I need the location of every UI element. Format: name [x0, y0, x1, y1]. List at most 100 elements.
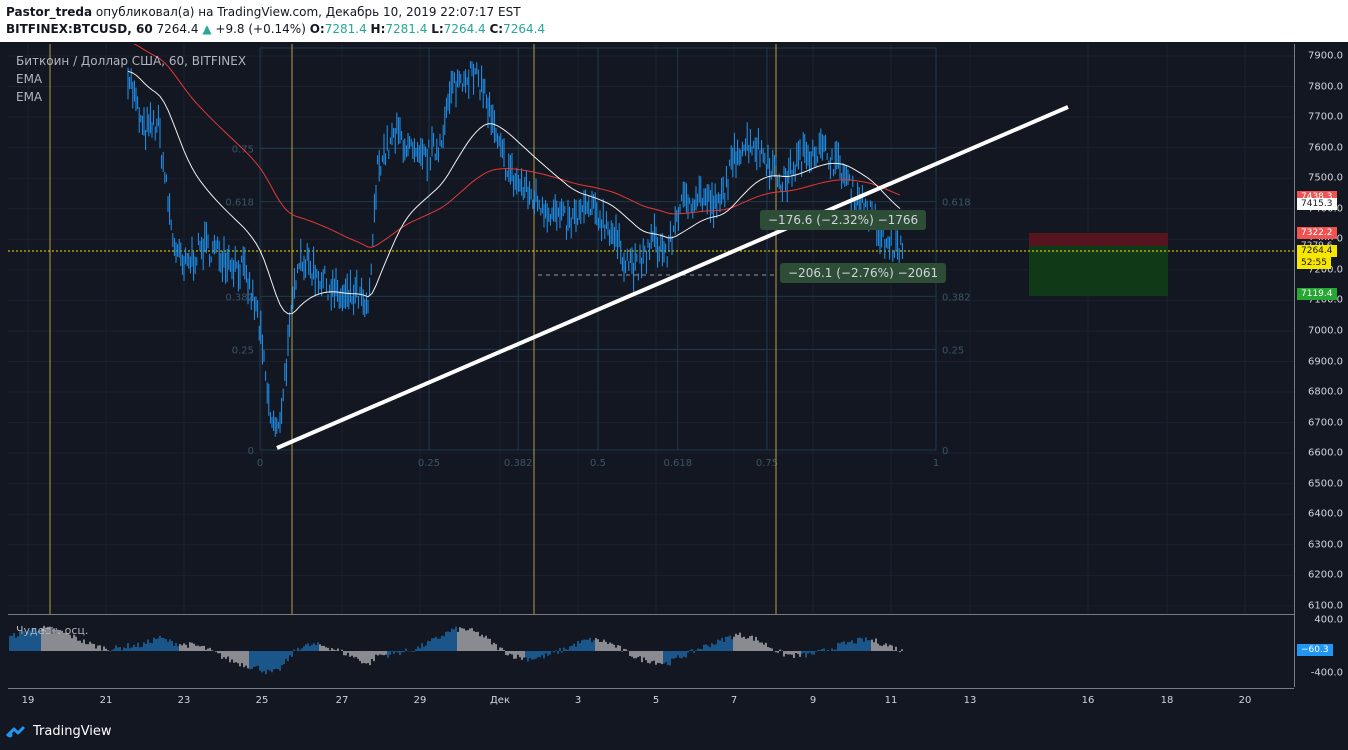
oscillator-label[interactable]: Чудесн. осц.	[16, 624, 89, 637]
price-tick: 6400.0	[1308, 508, 1343, 520]
tradingview-brand[interactable]: TradingView	[6, 724, 112, 739]
fib-v-label: 1	[933, 458, 939, 469]
brand-name: TradingView	[33, 724, 112, 739]
risk-zone[interactable]	[1029, 233, 1168, 246]
time-tick: 19	[21, 695, 35, 706]
author-name[interactable]: Pastor_treda	[6, 5, 93, 19]
price-badge: 7264.4	[1297, 244, 1337, 257]
price-axis[interactable]: 7900.07800.07700.07600.07500.07400.07300…	[1294, 44, 1348, 687]
price-tick: 6100.0	[1308, 600, 1343, 612]
fib-v-label: 0.25	[418, 458, 440, 469]
awesome-oscillator-pane[interactable]	[8, 615, 1294, 687]
publish-header: Pastor_treda опубликовал(а) на TradingVi…	[0, 0, 1348, 42]
time-tick: 29	[413, 695, 427, 706]
fib-v-label: 0.382	[504, 458, 533, 469]
price-tick: 6500.0	[1308, 478, 1343, 490]
high-label: H:	[370, 22, 386, 36]
open-label: O:	[309, 22, 325, 36]
high-value: 7281.4	[385, 22, 428, 36]
fib-h-label: 0	[248, 446, 254, 457]
oscillator-value-badge: −60.3	[1297, 644, 1333, 656]
fib-h-label-right: 0.618	[942, 198, 971, 209]
fib-h-label-right: 0	[942, 446, 948, 457]
time-tick: 25	[255, 695, 269, 706]
price-change: +9.8 (+0.14%)	[215, 22, 306, 36]
fib-v-label: 0.618	[663, 458, 692, 469]
close-label: C:	[489, 22, 504, 36]
time-tick: 27	[335, 695, 349, 706]
grid-lines	[8, 44, 1294, 614]
oscillator-tick: -400.0	[1310, 667, 1343, 679]
price-tick: 6800.0	[1308, 386, 1343, 398]
time-tick: 23	[177, 695, 191, 706]
reward-zone[interactable]	[1029, 246, 1168, 296]
price-badge: 7415.3	[1297, 198, 1337, 211]
low-value: 7264.4	[443, 22, 486, 36]
up-arrow-icon: ▲	[202, 22, 212, 36]
time-tick: 5	[652, 695, 660, 706]
ema-slow-line	[133, 44, 901, 248]
trendline[interactable]	[276, 105, 1069, 450]
fib-h-label-right: 0.382	[942, 292, 971, 303]
price-badge: 52:55	[1297, 257, 1331, 270]
vertical-lines	[49, 44, 777, 614]
price-tick: 7700.0	[1308, 111, 1343, 123]
price-tick: 7600.0	[1308, 142, 1343, 154]
time-tick: 9	[809, 695, 817, 706]
legend-ema-2[interactable]: EMA	[16, 90, 43, 104]
fib-h-label-right: 0.25	[942, 346, 964, 357]
time-tick: 3	[574, 695, 582, 706]
fib-h-label: 0.382	[225, 292, 254, 303]
tradingview-logo-icon	[6, 725, 26, 737]
time-tick: 21	[99, 695, 113, 706]
time-tick: Дек	[489, 695, 511, 706]
price-tick: 7500.0	[1308, 172, 1343, 184]
pane-separator[interactable]	[8, 614, 1294, 615]
ohlc-line: BITFINEX:BTCUSD, 60 7264.4 ▲ +9.8 (+0.14…	[6, 22, 545, 36]
legend-ema-1[interactable]: EMA	[16, 72, 43, 86]
publish-line: Pastor_treda опубликовал(а) на TradingVi…	[6, 5, 521, 19]
time-tick: 18	[1160, 695, 1174, 706]
fib-h-label: 0.75	[232, 145, 254, 156]
open-value: 7281.4	[324, 22, 367, 36]
footer: TradingView	[0, 712, 1348, 750]
price-tick: 6300.0	[1308, 539, 1343, 551]
price-tick: 6200.0	[1308, 569, 1343, 581]
fib-v-label: 0	[257, 458, 263, 469]
time-tick: 7	[730, 695, 738, 706]
ema-fast-line	[127, 70, 901, 315]
fib-v-label: 0.75	[756, 458, 778, 469]
price-tick: 7900.0	[1308, 50, 1343, 62]
close-value: 7264.4	[503, 22, 546, 36]
price-badge: 7119.4	[1297, 288, 1337, 301]
time-tick: 13	[963, 695, 977, 706]
measure-label-upper[interactable]: −176.6 (−2.32%) −1766	[760, 210, 927, 230]
fib-h-label: 0.25	[232, 346, 254, 357]
candles	[127, 61, 903, 437]
price-tick: 7300.0	[1308, 234, 1343, 245]
chart-legend: Биткоин / Доллар США, 60, BITFINEX EMA E…	[16, 52, 246, 106]
time-tick: 16	[1081, 695, 1095, 706]
price-tick: 7800.0	[1308, 81, 1343, 93]
measure-label-lower[interactable]: −206.1 (−2.76%) −2061	[780, 263, 947, 283]
price-tick: 6600.0	[1308, 447, 1343, 459]
published-text: опубликовал(а) на TradingView.com, Декаб…	[95, 5, 521, 19]
oscillator-bars	[9, 625, 903, 675]
price-badge: 7322.2	[1297, 226, 1337, 239]
legend-title[interactable]: Биткоин / Доллар США, 60, BITFINEX	[16, 54, 247, 68]
time-tick: 20	[1238, 695, 1252, 706]
low-label: L:	[431, 22, 444, 36]
last-price: 7264.4	[156, 22, 199, 36]
price-tick: 7200.0	[1308, 264, 1343, 276]
price-tick: 6900.0	[1308, 356, 1343, 367]
oscillator-tick: 400.0	[1314, 614, 1343, 626]
time-axis[interactable]: 19 21 23 25 27 29 Дек 3 5 7 9 11 13 16 18 20	[8, 688, 1294, 713]
price-tick: 6700.0	[1308, 417, 1343, 429]
time-tick: 11	[884, 695, 898, 706]
price-tick: 7000.0	[1308, 325, 1343, 337]
fib-h-label: 0.618	[225, 198, 254, 209]
symbol-label[interactable]: BITFINEX:BTCUSD, 60	[6, 22, 153, 36]
fib-v-label: 0.5	[590, 458, 606, 469]
